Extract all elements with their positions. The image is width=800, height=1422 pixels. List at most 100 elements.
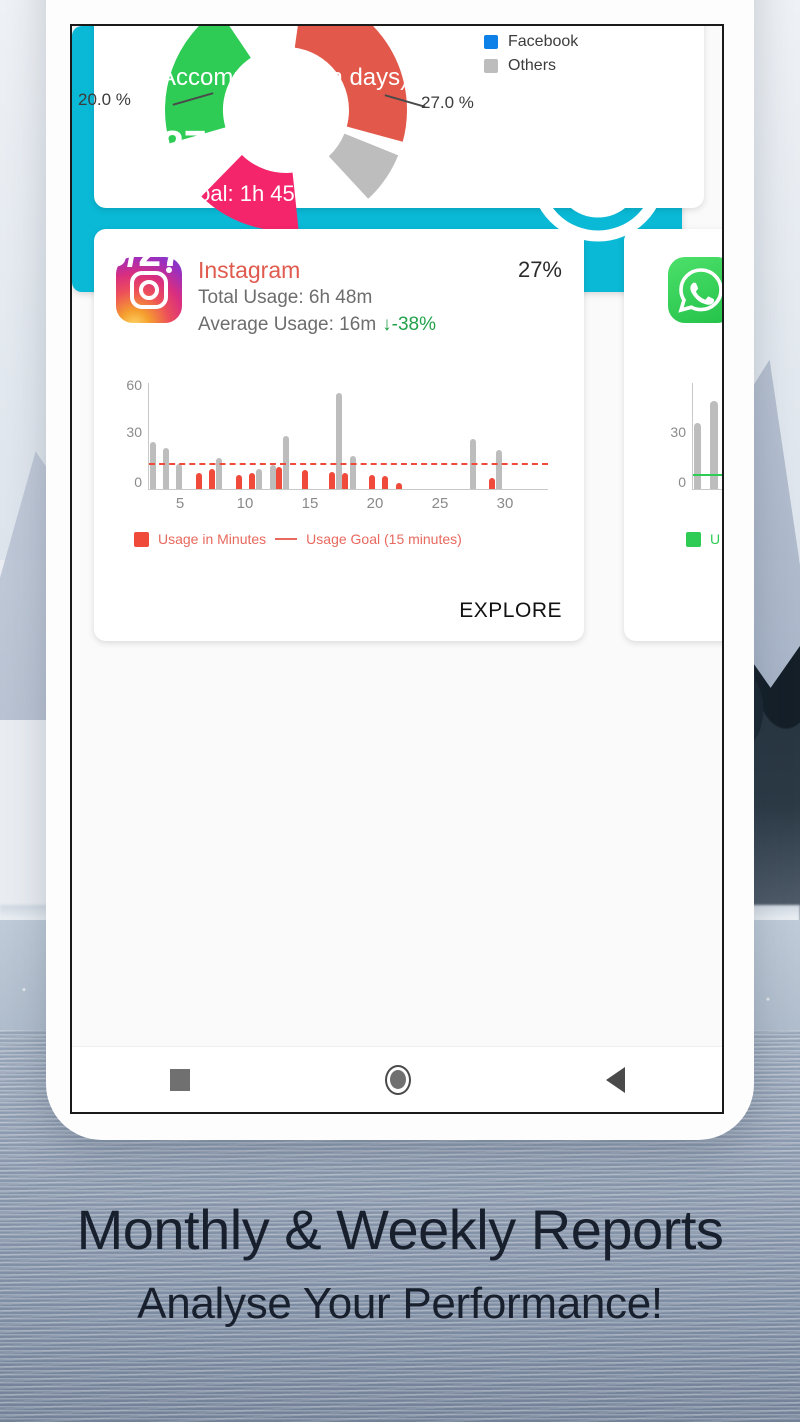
instagram-icon <box>116 257 182 323</box>
legend-swatch-facebook <box>484 35 498 49</box>
instagram-app-name: Instagram <box>198 257 301 283</box>
explore-button[interactable]: EXPLORE <box>459 599 562 622</box>
goal-value-secondary: 5/27 <box>104 229 184 275</box>
instagram-percent: 27% <box>517 257 562 282</box>
bar-average-1 <box>693 422 702 489</box>
x-axis-tick-25: 25 <box>431 495 449 512</box>
x-axis-tick-15: 15 <box>301 495 319 512</box>
bar-usage-in-minutes-12 <box>302 470 309 489</box>
legend-swatch-others <box>484 59 498 73</box>
instagram-icon-dot <box>166 267 172 273</box>
bar-average-27 <box>496 449 503 489</box>
app-screen-content: 20.0 % 27.0 % WhatsApp CWC19 YouTube <box>72 26 722 1112</box>
instagram-goal-line <box>149 463 548 466</box>
bar-usage-in-minutes-4 <box>195 473 202 489</box>
whatsapp-y-axis-tick-0: 0 <box>678 474 686 490</box>
square-icon[interactable] <box>169 1068 190 1091</box>
instagram-trend-badge: ↓-38% <box>382 314 437 335</box>
legend-label-usage-goal: Usage Goal (15 minutes) <box>306 531 462 547</box>
whatsapp-plot-area <box>692 383 722 490</box>
legend-line-usage-goal <box>275 538 298 540</box>
donut-label-left: 20.0 % <box>78 90 131 109</box>
goal-card-subtitle: Usage (Goal: 1h 45m) <box>104 181 321 206</box>
promo-headline: Monthly & Weekly Reports <box>76 1198 724 1261</box>
android-navigation-bar <box>72 1046 722 1112</box>
promo-subline: Analyse Your Performance! <box>137 1279 663 1328</box>
donut-legend: WhatsApp CWC19 YouTube Facebook <box>484 24 582 78</box>
bar-average-11 <box>282 435 289 489</box>
whatsapp-chart-legend: U <box>686 531 720 547</box>
legend-label-others: Others <box>508 57 557 74</box>
whatsapp-goal-line <box>693 474 722 477</box>
whatsapp-y-axis-tick-30: 30 <box>670 424 686 440</box>
bar-usage-in-minutes-10 <box>275 466 282 489</box>
triangle-back-icon[interactable] <box>605 1066 625 1093</box>
y-axis-tick-0: 0 <box>134 474 142 490</box>
phone-mockup: 20.0 % 27.0 % WhatsApp CWC19 YouTube <box>46 0 754 1140</box>
bar-average-10 <box>269 465 276 489</box>
y-axis-tick-60: 60 <box>126 377 142 393</box>
whatsapp-bar-chart: 30 0 <box>642 377 722 522</box>
legend-label-youtube: YouTube <box>508 26 571 27</box>
instagram-chart-legend: Usage in Minutes Usage Goal (15 minutes) <box>134 531 462 547</box>
bar-usage-in-minutes-15 <box>342 473 349 489</box>
instagram-total-usage: Total Usage: 6h 48m <box>198 287 373 308</box>
bar-usage-in-minutes-14 <box>329 471 336 489</box>
goal-card-title: Goal Accomplished (in days) <box>104 64 409 91</box>
bar-average-2 <box>710 401 718 489</box>
phone-screen: 20.0 % 27.0 % WhatsApp CWC19 YouTube <box>70 24 724 1114</box>
instagram-usage-card[interactable]: Instagram Total Usage: 6h 48m Average Us… <box>94 229 584 641</box>
instagram-bars <box>149 383 548 489</box>
bar-average-3 <box>176 463 183 489</box>
whatsapp-legend-swatch <box>686 531 701 547</box>
x-axis-tick-10: 10 <box>236 495 254 512</box>
whatsapp-usage-card[interactable]: 30 0 U <box>624 229 722 641</box>
bar-usage-in-minutes-8 <box>249 473 256 489</box>
whatsapp-bars <box>693 383 722 489</box>
legend-label-facebook: Facebook <box>508 33 579 50</box>
bar-usage-in-minutes-7 <box>235 474 242 489</box>
legend-swatch-usage-minutes <box>134 531 149 547</box>
donut-slice-cwc19 <box>165 26 407 231</box>
bar-usage-in-minutes-18 <box>382 476 389 489</box>
instagram-bar-chart: 60 30 0 5 10 15 20 25 30 <box>112 377 564 522</box>
circle-icon[interactable] <box>384 1064 411 1095</box>
target-icon-svg <box>530 97 679 242</box>
donut-chart-svg <box>165 26 407 231</box>
instagram-card-text: Instagram Total Usage: 6h 48m Average Us… <box>198 257 436 338</box>
donut-label-right: 27.0 % <box>421 93 474 112</box>
legend-item-others: Others <box>484 54 582 78</box>
instagram-icon-lens <box>139 280 159 300</box>
x-axis-tick-5: 5 <box>175 495 185 512</box>
instagram-icon-ring <box>130 271 168 309</box>
donut-chart: 20.0 % 27.0 % <box>78 26 474 240</box>
bar-average-16 <box>349 455 356 489</box>
bar-average-9 <box>256 468 263 489</box>
goal-value-primary: 22/27 <box>104 122 207 168</box>
bar-average-6 <box>216 457 223 489</box>
bar-average-15 <box>336 393 343 489</box>
instagram-average-usage: Average Usage: 16m <box>198 314 377 335</box>
whatsapp-icon <box>668 257 722 323</box>
legend-swatch-youtube <box>484 24 498 25</box>
bar-average-2 <box>162 448 169 489</box>
promo-text-block: Monthly & Weekly Reports Analyse Your Pe… <box>0 1195 800 1335</box>
bar-usage-in-minutes-26 <box>489 478 496 489</box>
donut-slice-instagram <box>165 26 407 231</box>
whatsapp-card-header <box>668 257 722 323</box>
target-icon <box>520 82 688 255</box>
instagram-average-usage-row: Average Usage: 16m ↓-38% <box>198 311 436 338</box>
bar-usage-in-minutes-17 <box>369 474 376 489</box>
legend-item-facebook: Facebook <box>484 30 582 54</box>
instagram-card-header: Instagram Total Usage: 6h 48m Average Us… <box>116 257 436 338</box>
whatsapp-legend-label: U <box>710 531 721 547</box>
instagram-plot-area <box>148 383 548 490</box>
whatsapp-glyph <box>678 268 722 313</box>
bar-usage-in-minutes-5 <box>209 468 216 489</box>
x-axis-tick-30: 30 <box>496 495 514 512</box>
y-axis-tick-30: 30 <box>126 424 142 440</box>
x-axis-tick-20: 20 <box>366 495 384 512</box>
donut-slice-others <box>165 26 407 231</box>
legend-label-usage-minutes: Usage in Minutes <box>158 531 267 547</box>
bar-usage-in-minutes-19 <box>395 482 402 489</box>
